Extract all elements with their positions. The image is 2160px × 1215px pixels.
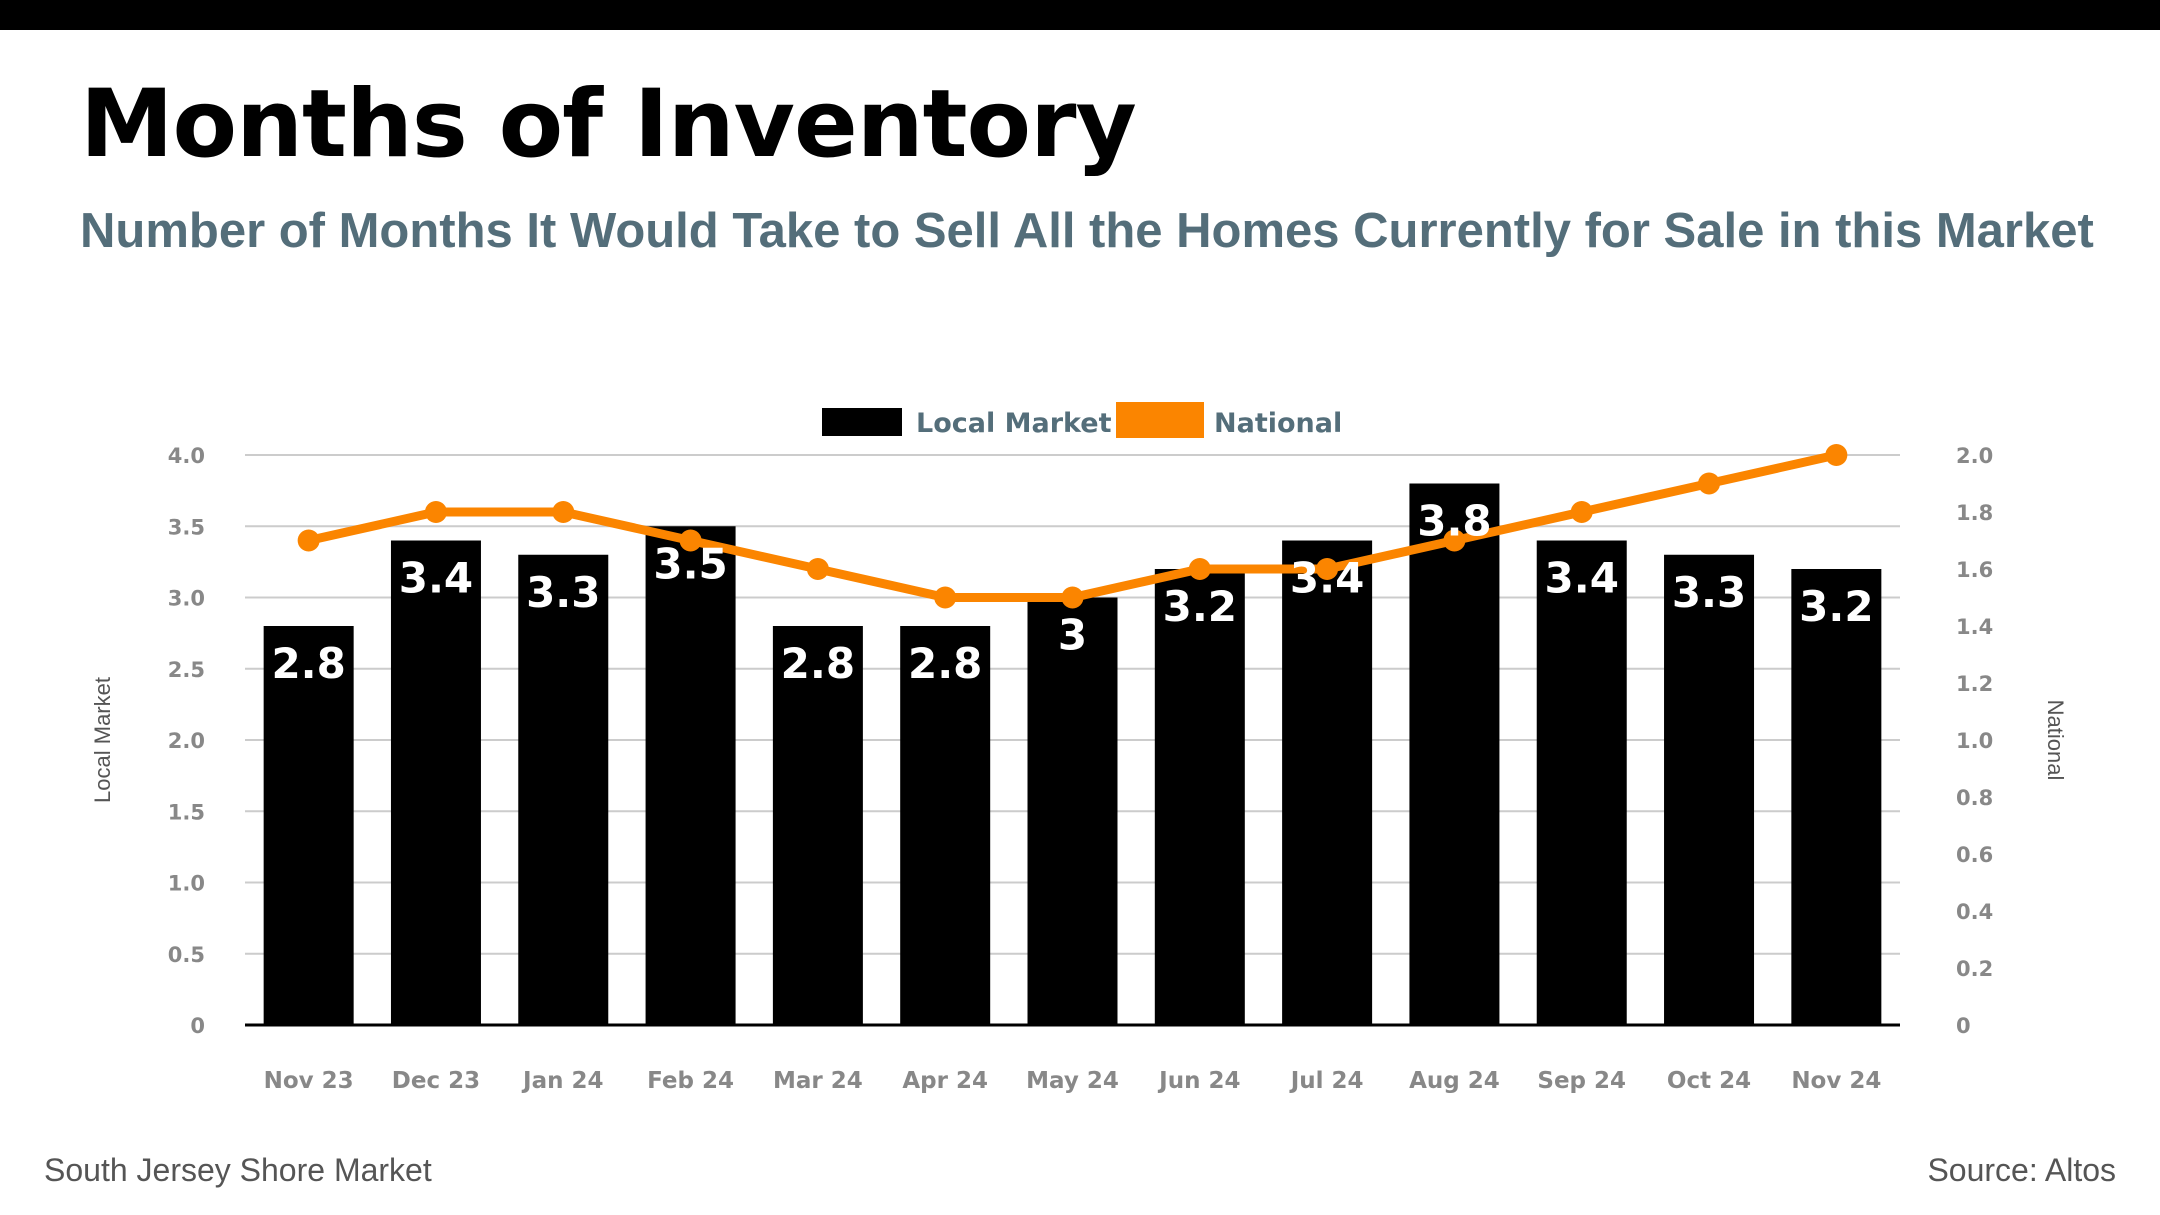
- bar-local-market: [518, 554, 609, 1025]
- point-national: [297, 529, 320, 552]
- bar-value-label: 3.4: [1290, 554, 1364, 603]
- bar-local-market: [1536, 540, 1627, 1025]
- y-tick-label-left: 0: [190, 1014, 205, 1038]
- y-tick-label-left: 1.0: [168, 872, 205, 896]
- bar-value-label: 3.4: [399, 554, 473, 603]
- y-tick-label-right: 1.4: [1956, 615, 1993, 639]
- legend-label-local-market: Local Market: [916, 408, 1112, 439]
- y-tick-label-left: 4.0: [168, 444, 205, 468]
- bar-local-market: [900, 626, 991, 1025]
- y-tick-label-left: 1.5: [168, 800, 205, 824]
- page-title: Months of Inventory: [80, 70, 1137, 179]
- y-tick-label-right: 0.8: [1956, 786, 1993, 810]
- page-subtitle: Number of Months It Would Take to Sell A…: [80, 204, 2094, 258]
- x-tick-label: Sep 24: [1537, 1068, 1626, 1094]
- point-national: [806, 558, 829, 580]
- bar-value-label: 3.2: [1799, 582, 1873, 631]
- point-national: [679, 529, 702, 552]
- bar-value-label: 2.8: [908, 639, 982, 688]
- y-tick-label-right: 1.8: [1956, 501, 1993, 525]
- point-national: [1570, 501, 1593, 523]
- y-tick-label-right: 0.2: [1956, 957, 1993, 981]
- y-tick-label-left: 2.5: [168, 658, 205, 682]
- point-national: [1061, 586, 1084, 609]
- point-national: [552, 501, 575, 523]
- bar-local-market: [772, 626, 863, 1025]
- point-national: [424, 501, 447, 523]
- x-tick-label: Feb 24: [647, 1068, 734, 1094]
- legend-label-national: National: [1214, 408, 1342, 439]
- x-tick-label: Jul 24: [1289, 1068, 1364, 1094]
- x-tick-label: Dec 23: [392, 1068, 480, 1094]
- x-tick-label: May 24: [1026, 1068, 1119, 1094]
- y-tick-label-right: 1.6: [1956, 558, 1993, 582]
- bar-local-market: [1282, 540, 1373, 1025]
- bar-local-market: [1409, 483, 1500, 1025]
- y-tick-label-right: 0.6: [1956, 843, 1993, 867]
- bar-local-market: [1791, 569, 1882, 1025]
- legend-swatch-local-market: [822, 408, 902, 436]
- bar-local-market: [263, 626, 354, 1025]
- bar-value-label: 3.3: [1672, 568, 1746, 617]
- x-tick-label: Jan 24: [521, 1068, 603, 1094]
- y-tick-label-right: 0.4: [1956, 900, 1993, 924]
- bar-value-label: 2.8: [781, 639, 855, 688]
- months-of-inventory-chart: 0 0.5 1.0 1.5 2.0 2.5 3.0 3.5 4.0 0 0.2 0.4 0.6 0.8 1.…: [90, 402, 2068, 1094]
- bar-value-label: 3.4: [1545, 554, 1619, 603]
- bar-local-market: [390, 540, 481, 1025]
- x-tick-label: Jun 24: [1157, 1068, 1240, 1094]
- y-tick-label-left: 2.0: [168, 729, 205, 753]
- top-bar: [0, 0, 2160, 30]
- point-national: [1698, 472, 1721, 495]
- x-tick-label: Nov 24: [1791, 1068, 1881, 1094]
- bar-local-market: [1027, 597, 1118, 1025]
- y-tick-label-left: 3.0: [168, 587, 205, 611]
- source-note: Source: Altos: [1927, 1152, 2116, 1188]
- point-national: [934, 586, 957, 609]
- market-name: South Jersey Shore Market: [44, 1152, 432, 1188]
- y-tick-label-right: 1.2: [1956, 672, 1993, 696]
- x-tick-label: Aug 24: [1409, 1068, 1500, 1094]
- point-national: [1443, 529, 1466, 552]
- bar-value-label: 3: [1058, 611, 1087, 660]
- x-tick-label: Apr 24: [902, 1068, 988, 1094]
- x-tick-label: Oct 24: [1667, 1068, 1751, 1094]
- y-tick-label-left: 0.5: [168, 943, 205, 967]
- bar-value-label: 3.2: [1163, 582, 1237, 631]
- y-tick-label-right: 2.0: [1956, 444, 1993, 468]
- bar-local-market: [1664, 554, 1755, 1025]
- bar-value-label: 3.3: [526, 568, 600, 617]
- bar-local-market: [1154, 569, 1245, 1025]
- point-national: [1316, 558, 1339, 580]
- bar-value-label: 2.8: [271, 639, 345, 688]
- y-tick-label-right: 1.0: [1956, 729, 1993, 753]
- y-axis-title-right: National: [2043, 700, 2068, 781]
- point-national: [1188, 558, 1211, 580]
- y-axis-title-left: Local Market: [90, 677, 115, 803]
- bar-value-label: 3.5: [653, 539, 727, 588]
- y-tick-label-right: 0: [1956, 1014, 1971, 1038]
- legend-swatch-national: [1116, 402, 1204, 438]
- bar-local-market: [645, 526, 736, 1025]
- x-tick-label: Nov 23: [264, 1068, 354, 1094]
- bar-value-label: 3.8: [1417, 497, 1491, 546]
- y-tick-label-left: 3.5: [168, 515, 205, 539]
- point-national: [1825, 444, 1848, 466]
- x-tick-label: Mar 24: [773, 1068, 863, 1094]
